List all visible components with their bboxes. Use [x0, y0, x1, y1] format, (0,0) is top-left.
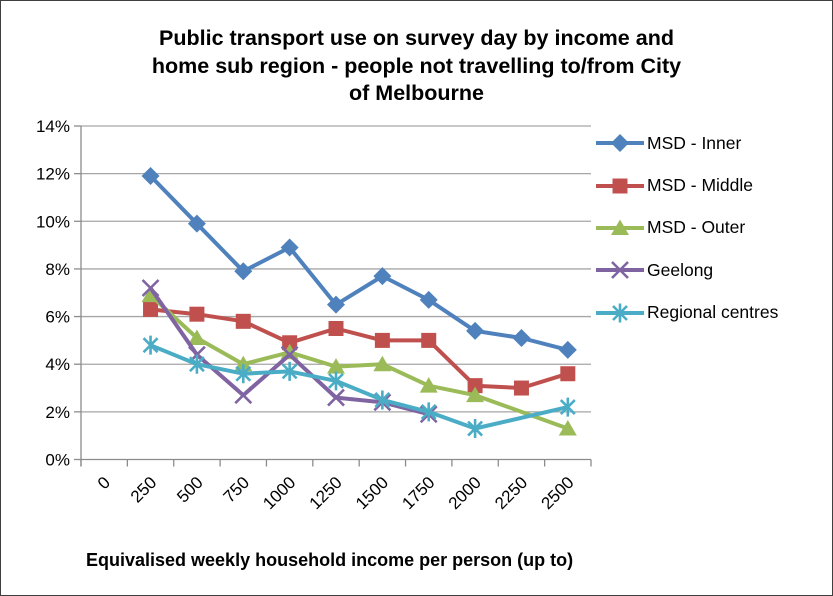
data-point-marker-diamond-msd-inner	[419, 290, 438, 309]
legend-label: MSD - Inner	[647, 132, 742, 153]
x-axis-labels: 0 250 500 750 1000 1250 1500 1750 2000 2250 2500	[94, 473, 578, 513]
data-point-marker-diamond-msd-inner	[373, 267, 392, 286]
gridlines-group	[81, 125, 591, 413]
legend-marker-square-icon	[612, 178, 628, 194]
legend-item-msd-outer: MSD - Outer	[595, 207, 778, 249]
legend-swatch	[596, 261, 644, 280]
legend-label: Geelong	[647, 259, 714, 280]
data-point-marker-diamond-msd-inner	[187, 214, 206, 233]
y-tick-label: 12%	[36, 165, 70, 184]
data-point-marker-diamond-msd-inner	[280, 238, 299, 257]
data-point-marker-square-msd-middle	[282, 335, 298, 351]
x-tick-label: 2500	[537, 473, 577, 513]
y-tick-label: 6%	[45, 308, 70, 327]
data-point-marker-square-msd-middle	[513, 380, 529, 396]
legend-item-msd-middle: MSD - Middle	[595, 164, 778, 206]
data-point-marker-asterisk-regional-centres	[420, 402, 437, 422]
chart-title-line-1: Public transport use on survey day by in…	[159, 26, 674, 50]
series-group-msd-inner	[141, 167, 577, 359]
x-tick-label: 2000	[445, 473, 485, 513]
y-axis-labels: 0% 2% 4% 6% 8% 10% 12% 14%	[36, 117, 70, 470]
legend-marker-x-icon	[611, 261, 629, 280]
legend-swatch	[596, 303, 644, 323]
data-point-marker-square-msd-middle	[235, 313, 251, 329]
data-point-marker-diamond-msd-inner	[141, 167, 160, 186]
legend-label: Regional centres	[647, 302, 779, 323]
data-point-marker-diamond-msd-inner	[234, 262, 253, 281]
legend-swatch	[596, 178, 644, 194]
data-point-marker-square-msd-middle	[560, 366, 576, 382]
y-tick-label: 4%	[45, 355, 70, 374]
data-point-marker-triangle-msd-outer	[187, 329, 206, 346]
data-point-marker-x-geelong	[234, 386, 253, 405]
data-point-marker-asterisk-regional-centres	[374, 390, 391, 410]
data-point-marker-diamond-msd-inner	[512, 329, 531, 348]
x-tick-label: 750	[220, 473, 253, 506]
data-point-marker-asterisk-regional-centres	[142, 335, 159, 355]
data-point-marker-x-geelong	[280, 345, 299, 364]
data-point-marker-asterisk-regional-centres	[281, 361, 298, 381]
y-tick-label: 0%	[45, 451, 70, 470]
data-point-marker-triangle-msd-outer	[373, 355, 392, 372]
legend-swatch	[596, 134, 644, 153]
y-tick-label: 14%	[36, 117, 70, 136]
data-point-marker-square-msd-middle	[467, 378, 483, 394]
x-tick-label: 1750	[398, 473, 438, 513]
x-tick-label: 500	[173, 473, 206, 506]
data-point-marker-square-msd-middle	[143, 301, 159, 317]
y-tick-label: 8%	[45, 260, 70, 279]
legend-swatch	[596, 219, 644, 235]
x-tick-label: 2250	[491, 473, 531, 513]
data-point-marker-asterisk-regional-centres	[328, 371, 344, 391]
series-line-msd-inner	[149, 174, 569, 352]
data-point-marker-triangle-msd-outer	[327, 358, 345, 374]
x-axis-title: Equivalised weekly household income per …	[86, 550, 574, 570]
axes-group	[74, 125, 592, 467]
legend-marker-asterisk-icon	[612, 303, 628, 323]
data-point-marker-asterisk-regional-centres	[467, 419, 484, 439]
data-point-marker-triangle-msd-outer	[280, 343, 299, 360]
data-point-marker-diamond-msd-inner	[466, 321, 485, 340]
data-point-marker-diamond-msd-inner	[327, 295, 345, 314]
data-point-marker-diamond-msd-inner	[558, 340, 577, 359]
data-point-marker-square-msd-middle	[374, 332, 390, 348]
data-point-marker-x-geelong	[141, 279, 160, 297]
data-point-marker-triangle-msd-outer	[141, 286, 160, 303]
data-point-marker-triangle-msd-outer	[558, 420, 577, 436]
chart-title: Public transport use on survey day by in…	[1, 25, 832, 108]
data-point-marker-asterisk-regional-centres	[559, 397, 576, 417]
data-point-marker-triangle-msd-outer	[234, 355, 253, 372]
series-group-msd-middle	[143, 301, 576, 396]
data-point-marker-square-msd-middle	[328, 320, 344, 336]
data-point-marker-square-msd-middle	[421, 332, 437, 348]
data-point-marker-square-msd-middle	[189, 306, 205, 322]
legend: MSD - Inner MSD - Middle MSD - Outer Geelon…	[595, 122, 778, 334]
x-tick-label: 0	[94, 473, 114, 493]
series-group-msd-outer	[141, 286, 577, 436]
legend-item-regional-centres: Regional centres	[595, 292, 778, 334]
data-point-marker-asterisk-regional-centres	[235, 364, 252, 384]
data-point-marker-triangle-msd-outer	[419, 377, 438, 393]
data-point-marker-x-geelong	[327, 388, 345, 407]
y-tick-label: 2%	[45, 403, 70, 422]
series-line-msd-middle	[150, 307, 569, 390]
chart-title-line-3: of Melbourne	[349, 81, 484, 105]
x-tick-label: 1250	[306, 473, 346, 513]
series-group-regional-centres	[142, 335, 576, 439]
legend-item-geelong: Geelong	[595, 249, 778, 291]
legend-label: MSD - Outer	[647, 217, 746, 238]
y-tick-label: 10%	[36, 212, 70, 231]
legend-marker-triangle-icon	[611, 219, 629, 235]
x-tick-label: 250	[127, 473, 160, 506]
data-point-marker-triangle-msd-outer	[466, 386, 485, 403]
legend-marker-diamond-icon	[611, 134, 629, 153]
legend-item-msd-inner: MSD - Inner	[595, 122, 778, 164]
data-point-marker-asterisk-regional-centres	[188, 354, 205, 374]
x-tick-label: 1000	[259, 473, 299, 513]
x-tick-label: 1500	[352, 473, 392, 513]
legend-label: MSD - Middle	[647, 175, 753, 196]
chart-title-line-2: home sub region - people not travelling …	[151, 53, 682, 78]
